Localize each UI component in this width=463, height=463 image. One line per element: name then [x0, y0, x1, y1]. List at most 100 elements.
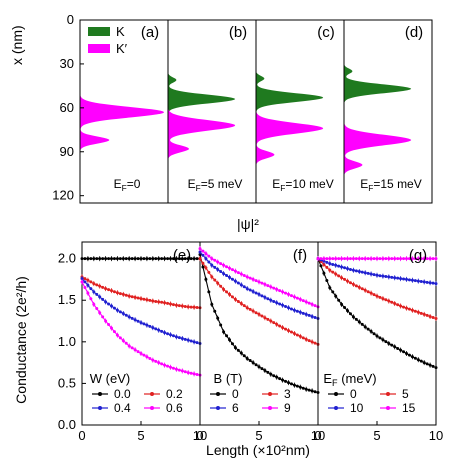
- data-point-f-0: [219, 323, 223, 327]
- panel-g: 0 5 10(g)EF (meV)0 510 15: [314, 241, 443, 443]
- data-point-f-1: [278, 324, 282, 328]
- data-point-e-0: [166, 257, 170, 261]
- x-tick-label-e: 10: [193, 428, 207, 443]
- data-point-g-3: [334, 257, 338, 261]
- data-point-e-1: [130, 295, 134, 299]
- data-point-f-2: [257, 292, 261, 296]
- data-point-e-3: [104, 319, 108, 323]
- data-point-f-2: [233, 279, 237, 283]
- data-point-g-0: [319, 264, 323, 268]
- data-point-f-3: [266, 284, 270, 288]
- data-point-f-1: [242, 304, 246, 308]
- data-point-f-1: [239, 302, 243, 306]
- data-point-f-2: [210, 263, 214, 267]
- data-point-f-0: [260, 367, 264, 371]
- data-point-f-2: [225, 273, 229, 277]
- legend-label-e: 0.6: [166, 401, 183, 415]
- data-point-e-0: [145, 257, 149, 261]
- data-point-g-3: [393, 257, 397, 261]
- x-tick-label-g: 0: [314, 428, 321, 443]
- data-point-e-2: [186, 338, 190, 342]
- data-point-g-2: [331, 262, 335, 266]
- data-point-f-3: [272, 286, 276, 290]
- data-point-g-3: [372, 257, 376, 261]
- data-point-f-0: [204, 277, 208, 281]
- bottom-x-axis-label: Length (×10²nm): [206, 442, 310, 458]
- data-point-e-0: [89, 257, 93, 261]
- data-point-f-2: [219, 270, 223, 274]
- data-point-g-0: [325, 278, 329, 282]
- data-point-g-0: [416, 358, 420, 362]
- data-point-g-0: [381, 338, 385, 342]
- data-point-f-0: [257, 365, 261, 369]
- data-point-e-2: [86, 283, 90, 287]
- data-point-e-0: [174, 257, 178, 261]
- data-point-f-1: [251, 309, 255, 313]
- bottom-y-tick-label: 1.0: [58, 334, 76, 349]
- data-point-g-2: [328, 262, 332, 266]
- data-point-f-3: [257, 280, 261, 284]
- data-point-g-0: [407, 353, 411, 357]
- top-x-axis-label: |ψ|²: [237, 216, 259, 232]
- data-point-e-0: [104, 257, 108, 261]
- data-point-f-1: [222, 287, 226, 291]
- data-point-e-3: [154, 359, 158, 363]
- data-point-g-3: [396, 257, 400, 261]
- data-point-f-2: [301, 311, 305, 315]
- data-point-g-0: [343, 306, 347, 310]
- data-point-f-1: [228, 292, 231, 296]
- data-point-g-3: [378, 257, 382, 261]
- data-point-f-0: [272, 374, 276, 378]
- data-point-f-1: [310, 340, 314, 344]
- x-tick-label-e: 0: [78, 428, 85, 443]
- data-point-f-0: [242, 354, 246, 358]
- data-point-e-0: [139, 257, 143, 261]
- data-point-f-0: [287, 381, 290, 385]
- data-point-f-3: [210, 257, 214, 261]
- data-point-e-3: [124, 341, 128, 345]
- data-point-e-1: [86, 278, 90, 282]
- data-point-g-1: [366, 290, 370, 294]
- data-point-e-1: [180, 304, 184, 308]
- data-point-f-0: [269, 372, 273, 376]
- data-point-g-2: [410, 278, 414, 282]
- data-point-g-3: [381, 257, 385, 261]
- data-point-f-1: [245, 306, 249, 310]
- data-point-g-1: [357, 285, 361, 289]
- data-point-e-2: [104, 300, 108, 304]
- data-point-g-1: [422, 312, 426, 316]
- data-point-e-1: [171, 303, 175, 307]
- panel-d: (d) EF=15 meV: [343, 19, 433, 204]
- bottom-y-axis-label: Conductance (2e²/h): [13, 276, 29, 404]
- data-point-g-3: [375, 257, 379, 261]
- data-point-e-3: [160, 362, 164, 366]
- data-point-e-1: [98, 284, 102, 288]
- data-point-f-3: [242, 273, 246, 277]
- data-point-g-0: [328, 286, 332, 290]
- legend-marker-e: [150, 406, 154, 410]
- data-point-e-0: [107, 257, 111, 261]
- data-point-g-3: [422, 257, 426, 261]
- data-point-f-0: [289, 382, 293, 386]
- data-point-g-2: [413, 279, 417, 283]
- data-point-g-0: [354, 317, 358, 321]
- legend-label-f: 9: [284, 401, 291, 415]
- data-point-g-0: [387, 341, 391, 345]
- data-point-f-2: [289, 307, 293, 311]
- data-point-f-3: [295, 296, 299, 300]
- data-point-f-2: [263, 295, 267, 299]
- data-point-g-0: [369, 329, 373, 333]
- legend-marker-g: [386, 406, 390, 410]
- top-y-tick-label: 90: [60, 144, 74, 159]
- data-point-e-2: [160, 329, 164, 333]
- data-point-e-1: [83, 277, 87, 281]
- data-point-e-3: [186, 371, 190, 375]
- data-point-f-2: [222, 272, 226, 276]
- data-point-f-1: [301, 336, 305, 340]
- data-point-e-3: [110, 326, 113, 330]
- data-point-e-1: [139, 297, 143, 301]
- data-point-e-1: [186, 305, 190, 309]
- data-point-e-2: [98, 295, 102, 299]
- data-point-e-0: [192, 257, 196, 261]
- data-point-g-2: [372, 273, 376, 277]
